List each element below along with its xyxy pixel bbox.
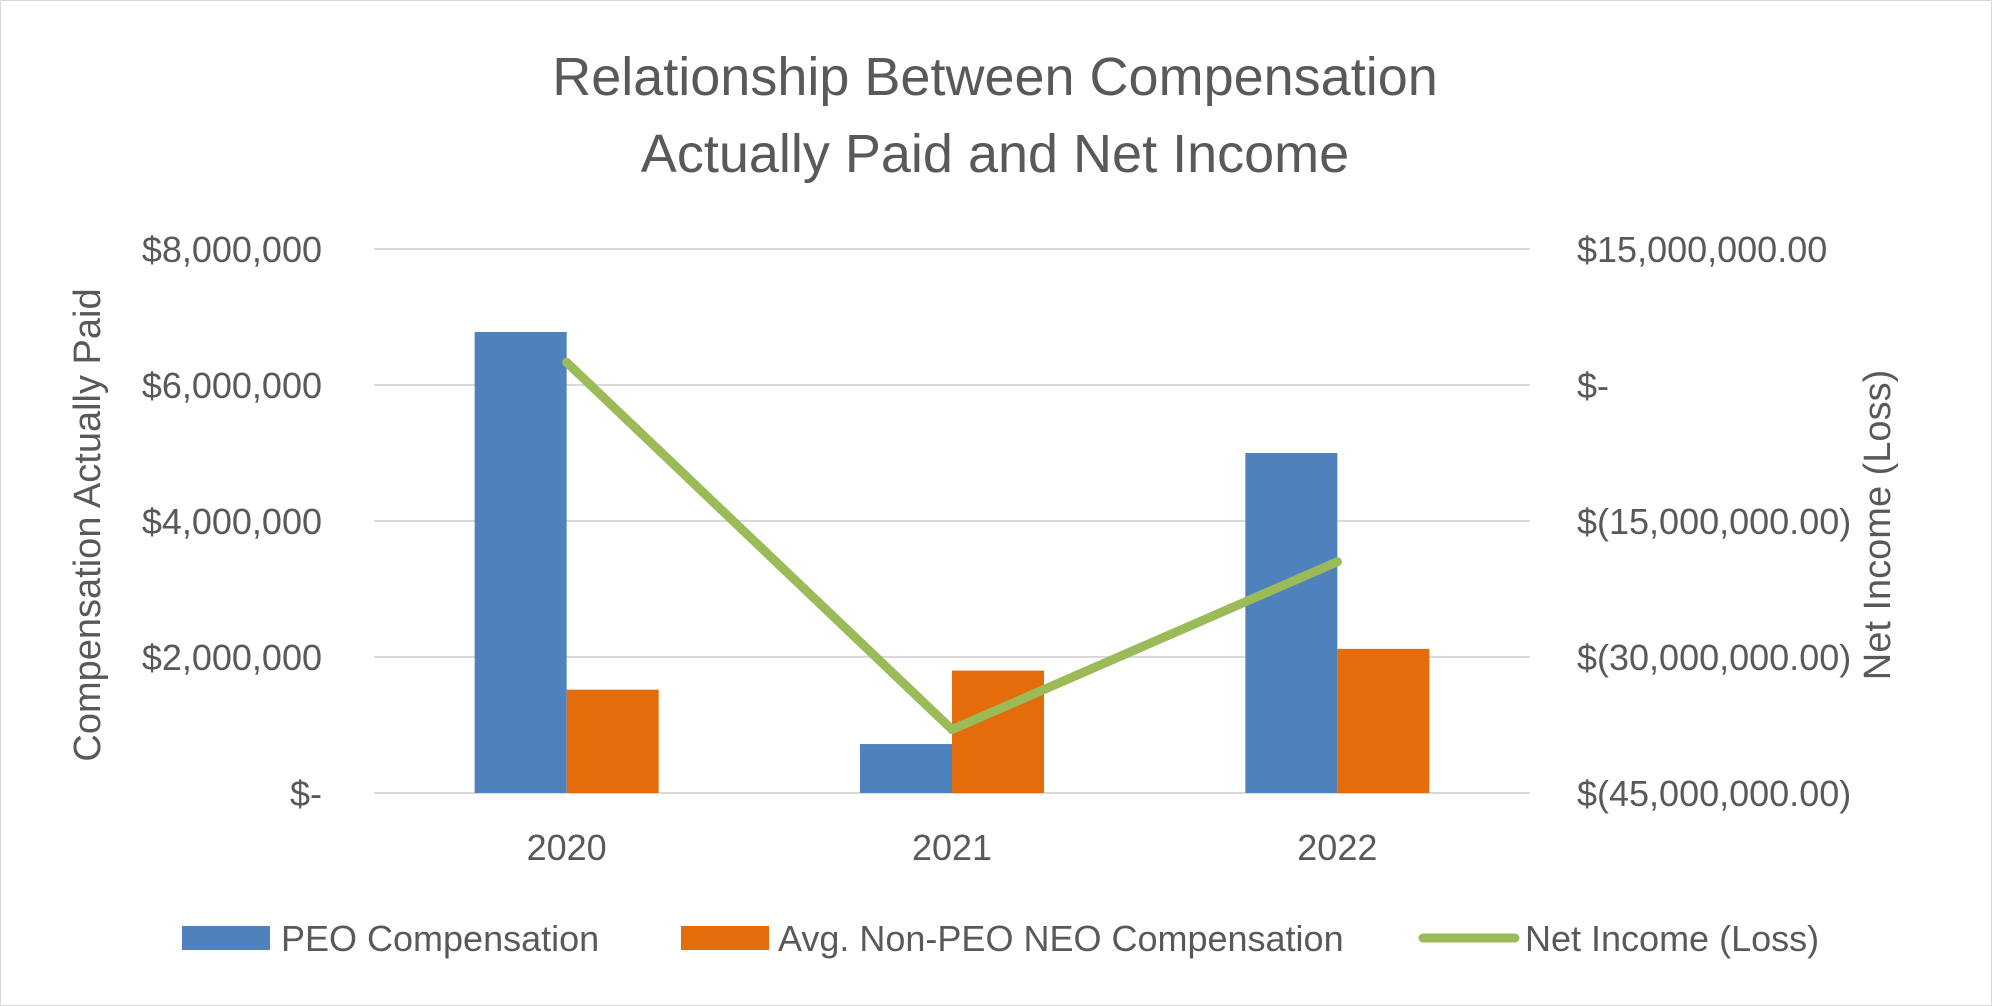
y2-tick-label: $-	[1577, 365, 1609, 406]
x-tick-label: 2021	[912, 827, 992, 868]
y-axis-label: Compensation Actually Paid	[67, 288, 109, 761]
x-tick-label: 2022	[1297, 827, 1377, 868]
y-tick-label: $8,000,000	[142, 229, 322, 270]
legend-label: Avg. Non-PEO NEO Compensation	[778, 918, 1344, 959]
legend-swatch	[681, 926, 769, 950]
bar-avg-non-peo-neo-compensation-2021	[952, 670, 1044, 793]
chart-title-line-1: Relationship Between Compensation	[552, 47, 1438, 107]
bar-peo-compensation-2021	[860, 744, 952, 793]
chart-title-line-2: Actually Paid and Net Income	[641, 124, 1349, 184]
legend-label: Net Income (Loss)	[1525, 918, 1819, 959]
y2-axis-label: Net Income (Loss)	[1857, 370, 1899, 680]
y2-tick-label: $(15,000,000.00)	[1577, 501, 1851, 542]
line-point-2022	[1332, 557, 1342, 567]
bar-avg-non-peo-neo-compensation-2022	[1337, 648, 1430, 793]
line-point-2020	[562, 357, 572, 367]
y2-tick-label: $(45,000,000.00)	[1577, 773, 1851, 814]
bar-peo-compensation-2020	[474, 331, 567, 793]
y-tick-label: $6,000,000	[142, 365, 322, 406]
y2-tick-label: $(30,000,000.00)	[1577, 637, 1851, 678]
x-tick-label: 2020	[527, 827, 607, 868]
legend-swatch	[182, 926, 270, 950]
bar-avg-non-peo-neo-compensation-2020	[566, 689, 659, 793]
legend: PEO Compensation Avg. Non-PEO NEO Compens…	[182, 918, 1819, 959]
legend-label: PEO Compensation	[281, 918, 599, 959]
line-point-2021	[947, 725, 957, 735]
tick-labels: $- $2,000,000 $4,000,000 $6,000,000 $8,000,0…	[142, 229, 1851, 868]
net-income-line	[562, 357, 1342, 735]
bars	[474, 331, 1430, 793]
y2-tick-label: $15,000,000.00	[1577, 229, 1827, 270]
y-tick-label: $4,000,000	[142, 501, 322, 542]
y-tick-label: $2,000,000	[142, 637, 322, 678]
bar-peo-compensation-2022	[1245, 453, 1338, 793]
y-tick-label: $-	[290, 773, 322, 814]
